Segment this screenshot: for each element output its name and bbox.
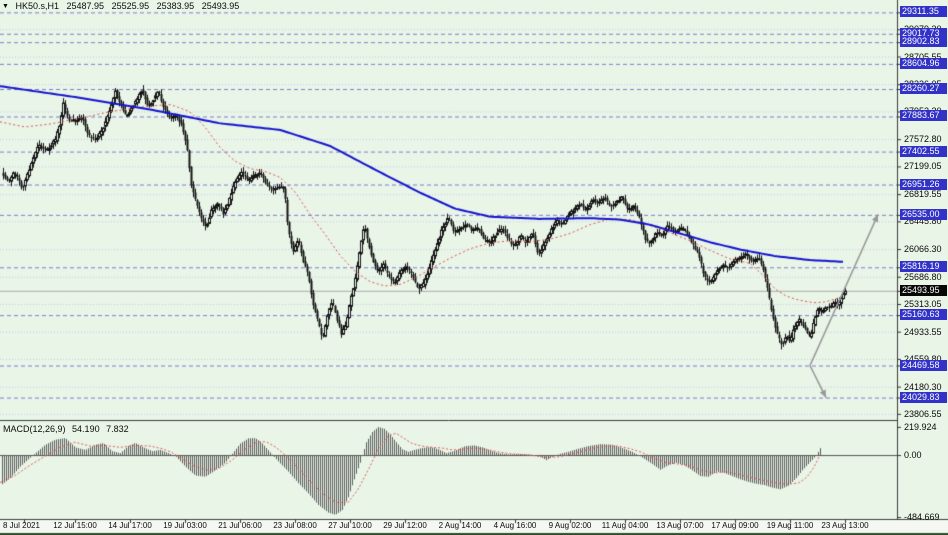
time-tick-label: 21 Jul 06:00 — [218, 521, 262, 530]
price-tick-label: 24933.55 — [904, 326, 942, 337]
price-tick-label: 27572.80 — [904, 134, 942, 145]
price-tick-label: 26445.80 — [904, 216, 942, 227]
price-level-badge: 28902.83 — [900, 36, 947, 48]
time-tick-label: 23 Jul 08:00 — [273, 521, 317, 530]
price-level-badge: 26951.26 — [900, 178, 947, 190]
price-level-badge: 27402.55 — [900, 145, 947, 157]
time-tick-label: 8 Jul 2021 — [3, 521, 40, 530]
price-level-badge: 24029.83 — [900, 391, 947, 403]
ohlc-close-value: 25493.95 — [201, 1, 240, 11]
ohlc-high-value: 25525.95 — [111, 1, 150, 11]
time-tick-label: 27 Jul 10:00 — [328, 521, 372, 530]
symbol-bar: ▼ HK50.s,H1 25487.95 25525.95 25383.95 2… — [2, 1, 244, 11]
macd-name: MACD(12,26,9) — [3, 424, 66, 434]
price-tick-label: 27199.05 — [904, 161, 942, 172]
current-price-badge: 25493.95 — [900, 284, 947, 296]
macd-tick-label: -484.669 — [904, 512, 940, 523]
time-tick-label: 4 Aug 16:00 — [493, 521, 537, 530]
price-tick-label: 25313.05 — [904, 298, 942, 309]
price-level-badge: 26535.00 — [900, 208, 947, 220]
price-level-badge: 29017.73 — [900, 27, 947, 39]
price-level-badge: 27883.67 — [900, 110, 947, 122]
time-tick-label: 12 Jul 15:00 — [53, 521, 97, 530]
price-tick-label: 26819.55 — [904, 189, 942, 200]
ohlc-open-value: 25487.95 — [66, 1, 105, 11]
macd-main-value: 54.190 — [72, 424, 100, 434]
price-tick-label: 24180.30 — [904, 381, 942, 392]
time-tick-label: 19 Aug 11:00 — [766, 521, 814, 530]
price-tick-label: 26066.30 — [904, 244, 942, 255]
time-tick-label: 11 Aug 04:00 — [601, 521, 649, 530]
price-tick-label: 23806.55 — [904, 408, 942, 419]
macd-tick-label: 0.00 — [904, 450, 922, 461]
time-tick-label: 13 Aug 07:00 — [656, 521, 704, 530]
macd-tick-label: 219.924 — [904, 421, 937, 432]
price-axis-scale[interactable]: 29079.3028705.5528326.0527952.3027572.80… — [897, 0, 948, 421]
symbol-dropdown-icon[interactable]: ▼ — [2, 3, 9, 10]
macd-signal-value: 7.832 — [106, 424, 129, 434]
symbol-timeframe-label: HK50.s,H1 — [15, 1, 59, 11]
price-level-badge: 28260.27 — [900, 83, 947, 95]
macd-indicator-label: MACD(12,26,9) 54.190 7.832 — [3, 424, 133, 434]
macd-axis-scale[interactable]: 219.924 0.00 -484.669 — [897, 421, 948, 523]
time-tick-label: 9 Aug 02:00 — [548, 521, 592, 530]
price-level-badge: 28604.96 — [900, 57, 947, 69]
time-tick-label: 29 Jul 12:00 — [383, 521, 427, 530]
time-tick-label: 14 Jul 17:00 — [108, 521, 152, 530]
price-tick-label: 28705.55 — [904, 51, 942, 62]
price-tick-label: 24559.80 — [904, 354, 942, 364]
time-axis-scale[interactable]: 8 Jul 2021 12 Jul 15:00 14 Jul 17:00 19 Jul… — [0, 519, 948, 533]
price-level-badge: 24469.58 — [900, 359, 947, 371]
price-tick-label: 25686.80 — [904, 271, 942, 282]
time-tick-label: 23 Aug 13:00 — [821, 521, 869, 530]
price-level-badge: 25160.63 — [900, 309, 947, 321]
time-tick-label: 17 Aug 09:00 — [711, 521, 759, 530]
time-tick-label: 19 Jul 03:00 — [163, 521, 207, 530]
time-tick-label: 2 Aug 14:00 — [438, 521, 482, 530]
ohlc-low-value: 25383.95 — [156, 1, 195, 11]
price-level-badge: 29311.35 — [900, 6, 947, 18]
price-level-badge: 25816.19 — [900, 261, 947, 273]
